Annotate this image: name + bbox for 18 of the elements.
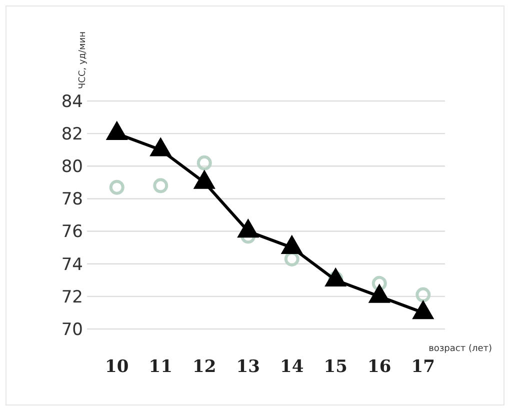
y-tick-label: 82 — [61, 124, 83, 145]
x-tick-label: 11 — [148, 357, 172, 377]
y-axis-title: ЧСС, уд/мин — [78, 31, 88, 89]
y-tick-label: 72 — [61, 287, 83, 308]
x-axis-title: возраст (лет) — [428, 344, 492, 354]
x-tick-label: 16 — [368, 357, 392, 377]
x-tick-label: 13 — [236, 357, 260, 377]
x-tick-label: 10 — [105, 357, 129, 377]
y-tick-label: 78 — [61, 190, 83, 210]
y-tick-label: 74 — [61, 254, 83, 275]
x-tick-label: 15 — [324, 357, 348, 377]
y-tick-label: 76 — [61, 222, 83, 242]
x-tick-label: 14 — [280, 357, 304, 377]
x-tick-label: 12 — [192, 357, 216, 377]
y-tick-label: 80 — [61, 157, 83, 178]
y-tick-label: 84 — [61, 92, 83, 112]
x-tick-label: 17 — [411, 357, 435, 377]
y-tick-label: 70 — [61, 320, 83, 340]
